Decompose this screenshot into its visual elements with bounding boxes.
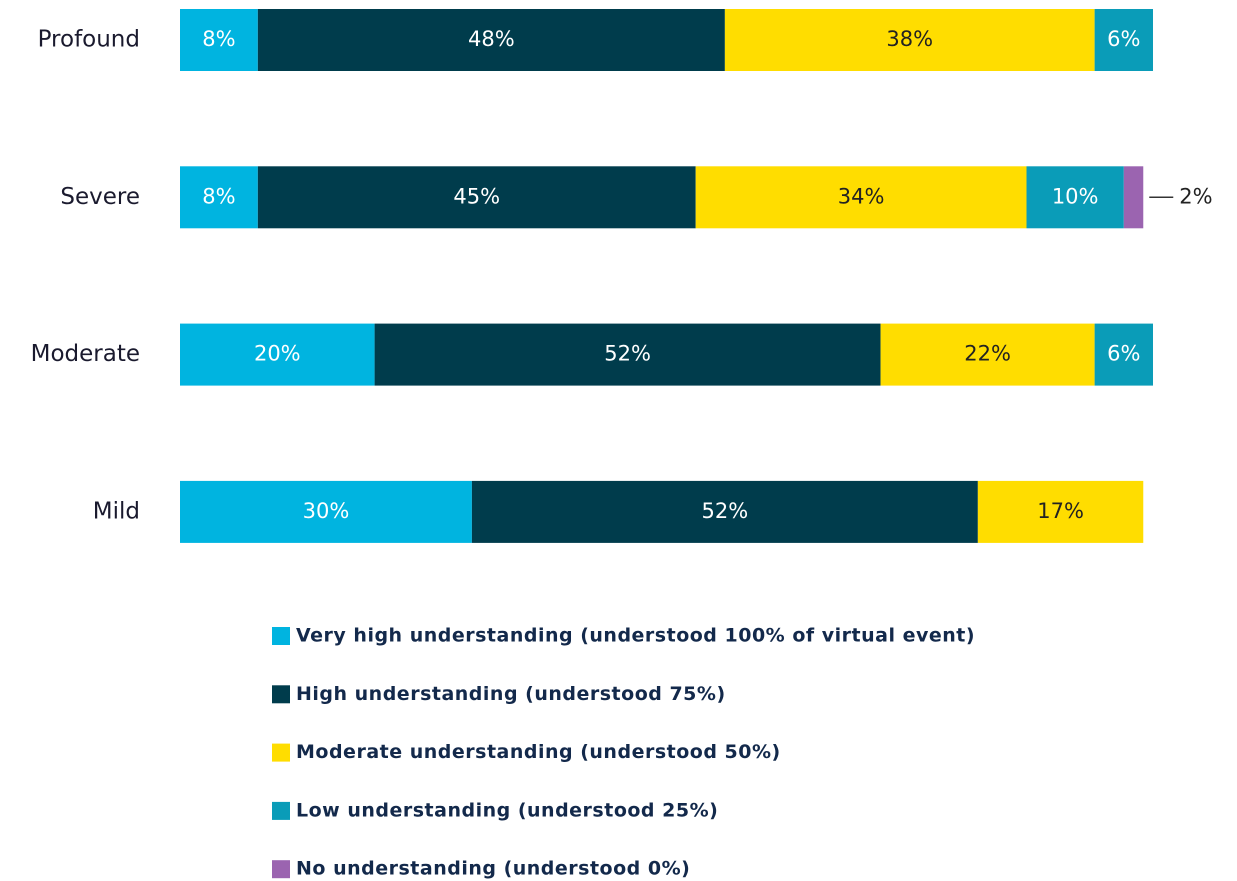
- bar-segment: [977, 480, 1144, 543]
- data-label: 48%: [468, 27, 515, 51]
- data-label: 30%: [303, 499, 350, 523]
- legend-swatch: [272, 801, 290, 820]
- legend-swatch: [272, 743, 290, 762]
- bar-segment: [880, 323, 1095, 386]
- category-label: Moderate: [31, 341, 140, 367]
- data-label: 22%: [964, 342, 1011, 366]
- data-label: 8%: [202, 27, 235, 51]
- legend-label: Low understanding (understood 25%): [296, 799, 718, 821]
- bar-segment: [724, 9, 1095, 71]
- legend-label: Moderate understanding (understood 50%): [296, 741, 781, 763]
- bar-segment: [1094, 9, 1153, 71]
- bar-segment: [695, 166, 1027, 229]
- data-label: 8%: [202, 184, 235, 208]
- bar-segment: [374, 323, 881, 386]
- category-label: Profound: [38, 27, 140, 53]
- legend-swatch: [272, 860, 290, 879]
- legend-label: No understanding (understood 0%): [296, 858, 690, 880]
- data-label: 6%: [1107, 27, 1140, 51]
- data-label: 10%: [1052, 184, 1099, 208]
- data-label: 6%: [1107, 342, 1140, 366]
- data-label: 2%: [1179, 184, 1212, 208]
- legend-swatch: [272, 685, 290, 704]
- bar-segment: [180, 166, 258, 229]
- data-label: 52%: [604, 342, 651, 366]
- bar-segment: [180, 480, 472, 543]
- data-label: 17%: [1037, 499, 1084, 523]
- data-label: 38%: [886, 27, 933, 51]
- bar-segment: [180, 9, 258, 71]
- category-label: Severe: [60, 184, 140, 210]
- data-label: 45%: [453, 184, 500, 208]
- data-label: 20%: [254, 342, 301, 366]
- category-label: Mild: [93, 498, 140, 524]
- legend-swatch: [272, 627, 290, 645]
- bar-segment: [1123, 166, 1144, 229]
- bar-segment: [1094, 323, 1153, 386]
- bar-segment: [180, 323, 375, 386]
- legend-label: Very high understanding (understood 100%…: [296, 625, 975, 647]
- data-label: 52%: [702, 499, 749, 523]
- bar-segment: [471, 480, 978, 543]
- legend-label: High understanding (understood 75%): [296, 683, 726, 705]
- bar-segment: [1026, 166, 1124, 229]
- data-label: 34%: [838, 184, 885, 208]
- bar-segment: [257, 9, 725, 71]
- bar-segment: [257, 166, 696, 229]
